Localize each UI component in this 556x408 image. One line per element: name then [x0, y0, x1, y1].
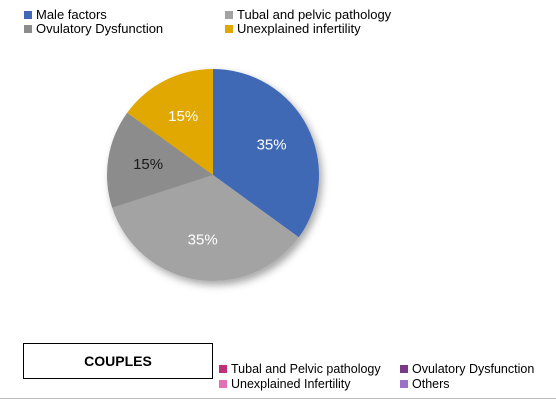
pie-chart: 35% 35% 15% 15%	[106, 69, 320, 282]
legend-swatch	[225, 25, 233, 33]
pie-slice-unexplained-infertility	[127, 69, 213, 175]
pie-slice-male-factors	[213, 69, 320, 238]
legend-label: Male factors	[36, 7, 107, 22]
legend2-item-others: Others	[400, 377, 450, 391]
legend2-item-unexplained: Unexplained Infertility	[219, 377, 351, 391]
legend-swatch	[400, 365, 408, 373]
legend-swatch	[24, 25, 32, 33]
legend2-item-ovulatory: Ovulatory Dysfunction	[400, 362, 534, 376]
legend2-item-tubal-pelvic: Tubal and Pelvic pathology	[219, 362, 381, 376]
legend-swatch	[219, 380, 227, 388]
legend-label: Tubal and pelvic pathology	[237, 7, 392, 22]
pie-data-label: 35%	[257, 137, 287, 154]
pie-slice-ovulatory-dysfunction	[106, 112, 213, 208]
legend-swatch	[400, 380, 408, 388]
pie-data-label: 15%	[133, 156, 163, 173]
legend-label: Unexplained Infertility	[231, 377, 351, 391]
legend-label: Unexplained infertility	[237, 21, 361, 36]
pie-data-label: 15%	[168, 108, 198, 125]
legend-item-unexplained: Unexplained infertility	[225, 22, 361, 36]
legend-swatch	[219, 365, 227, 373]
couples-title: COUPLES	[84, 353, 152, 369]
legend-swatch	[24, 11, 32, 19]
legend-label: Others	[412, 377, 450, 391]
legend-label: Tubal and Pelvic pathology	[231, 362, 381, 376]
legend-swatch	[225, 11, 233, 19]
legend-item-tubal-pelvic: Tubal and pelvic pathology	[225, 8, 391, 22]
divider	[0, 398, 556, 399]
legend-item-ovulatory: Ovulatory Dysfunction	[24, 22, 163, 36]
pie-data-label: 35%	[188, 231, 218, 248]
couples-box: COUPLES	[23, 343, 213, 379]
legend-label: Ovulatory Dysfunction	[412, 362, 535, 376]
legend-label: Ovulatory Dysfunction	[36, 21, 164, 36]
legend-item-male-factors: Male factors	[24, 8, 107, 22]
pie-slice-tubal-and-pelvic-pathology	[112, 175, 299, 282]
